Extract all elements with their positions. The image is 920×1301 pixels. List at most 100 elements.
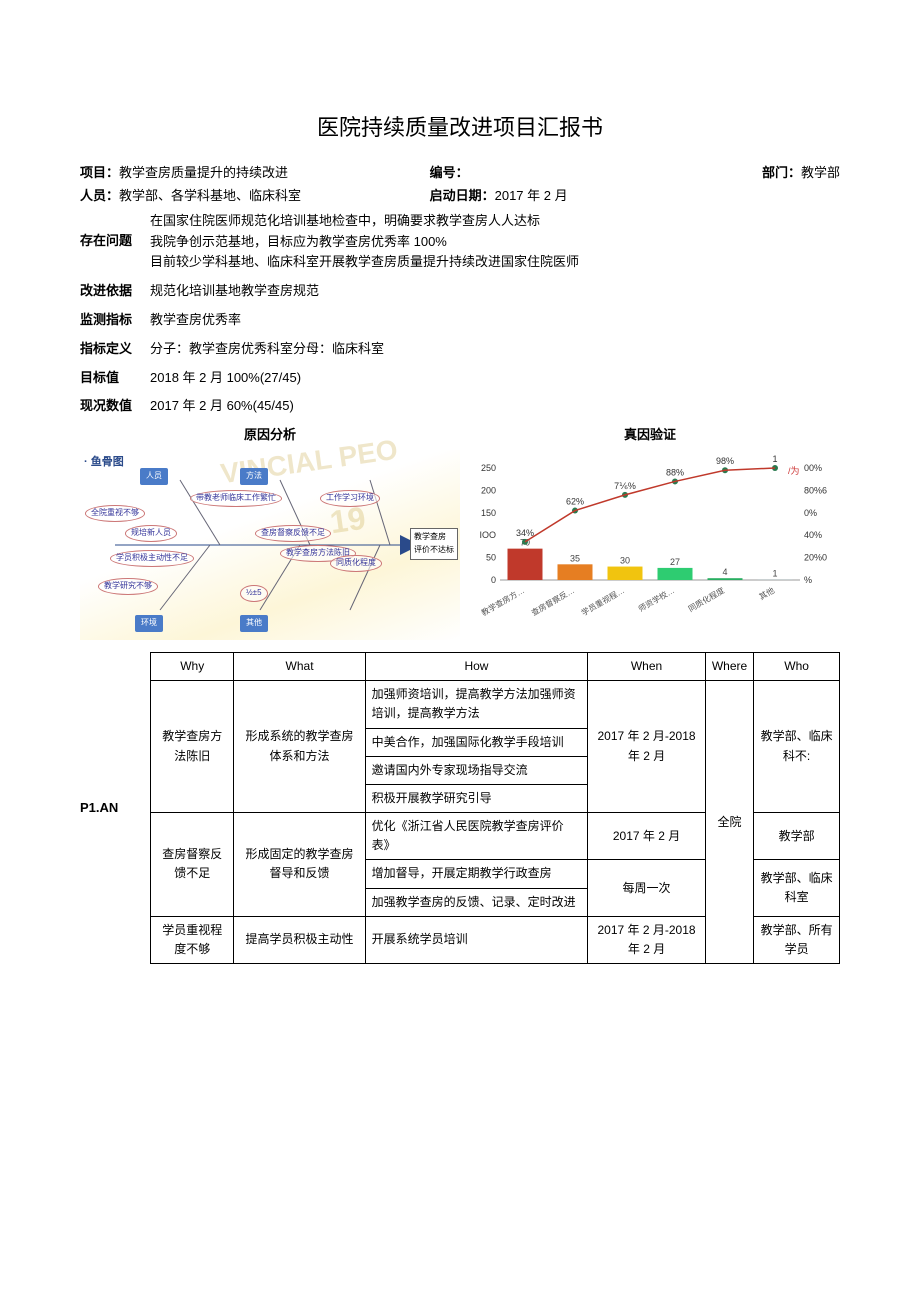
svg-text:4: 4: [722, 567, 727, 577]
svg-text:教学查房方…: 教学查房方…: [479, 585, 526, 618]
plan-section: P1.AN WhyWhatHowWhenWhereWho 教学查房方法陈旧 形成…: [80, 652, 840, 964]
svg-text:20%0: 20%0: [804, 553, 827, 563]
fishbone-cause: 规培新人员: [125, 525, 177, 542]
dept-label: 部门：: [762, 163, 801, 184]
problem-line: 目前较少学科基地、临床科室开展教学查房质量提升持续改进国家住院医师: [150, 252, 840, 273]
plan-when: 2017 年 2 月: [588, 813, 706, 860]
problem-line: 我院争创示范基地，目标应为教学查房优秀率 100%: [150, 232, 840, 253]
definition-content: 分子：教学查房优秀科室分母：临床科室: [150, 339, 840, 360]
plan-header: What: [234, 652, 365, 680]
fishbone-diagram: · 鱼骨图VINCIAL PEO19人员方法环境其他教学查房评价不达标全院重视不…: [80, 450, 460, 640]
plan-how: 加强师资培训，提高教学方法加强师资培训，提高教学方法: [365, 681, 588, 728]
definition-label: 指标定义: [80, 339, 150, 360]
fishbone-effect: 教学查房评价不达标: [410, 528, 458, 560]
svg-text:查房督察反…: 查房督察反…: [529, 585, 576, 618]
pareto-chart: 050IOO150200250%20%040%0%80%600%70353027…: [460, 450, 840, 640]
fishbone-cause: 同质化程度: [330, 555, 382, 572]
plan-header: Who: [754, 652, 840, 680]
svg-text:40%: 40%: [804, 530, 822, 540]
plan-who: 教学部: [754, 813, 840, 860]
plan-who: 教学部、临床科室: [754, 860, 840, 916]
target-label: 目标值: [80, 368, 150, 389]
plan-how: 开展系统学员培训: [365, 916, 588, 963]
svg-text:%: %: [804, 575, 812, 585]
fishbone-cause: 带教老师临床工作繁忙: [190, 490, 282, 507]
problem-content: 在国家住院医师规范化培训基地检查中，明确要求教学查房人人达标 我院争创示范基地，…: [150, 211, 840, 273]
svg-text:30: 30: [620, 556, 630, 566]
staff-value: 教学部、各学科基地、临床科室: [119, 186, 301, 207]
project-value: 教学查房质量提升的持续改进: [119, 163, 288, 184]
plan-how: 邀请国内外专家现场指导交流: [365, 756, 588, 784]
target-content: 2018 年 2 月 100%(27/45): [150, 368, 840, 389]
plan-why: 教学查房方法陈旧: [151, 681, 234, 813]
plan-where: 全院: [705, 681, 753, 964]
basis-label: 改进依据: [80, 281, 150, 302]
fishbone-category: 方法: [240, 468, 268, 485]
start-label: 启动日期：: [430, 186, 495, 207]
problem-label: 存在问题: [80, 211, 150, 252]
header-row-2: 人员：教学部、各学科基地、临床科室 启动日期：2017 年 2 月: [80, 186, 840, 207]
svg-text:7⅙%: 7⅙%: [614, 481, 636, 491]
plan-who: 教学部、临床科不:: [754, 681, 840, 813]
basis-content: 规范化培训基地教学查房规范: [150, 281, 840, 302]
svg-text:250: 250: [481, 463, 496, 473]
svg-text:35: 35: [570, 553, 580, 563]
fishbone-cause: 全院重视不够: [85, 505, 145, 522]
fishbone-cause: 查房督察反馈不足: [255, 525, 331, 542]
svg-text:其他: 其他: [757, 585, 776, 602]
pareto-title: 真因验证: [460, 425, 840, 446]
project-label: 项目：: [80, 163, 119, 184]
plan-who: 教学部、所有学员: [754, 916, 840, 963]
svg-text:00%: 00%: [804, 463, 822, 473]
fishbone-cause: 学员积极主动性不足: [110, 550, 194, 567]
fishbone-category: 其他: [240, 615, 268, 632]
dept-value: 教学部: [801, 163, 840, 184]
fishbone-title: 原因分析: [80, 425, 460, 446]
svg-text:150: 150: [481, 508, 496, 518]
svg-text:/为: /为: [788, 465, 800, 476]
fishbone-cause: 教学研究不够: [98, 578, 158, 595]
plan-how: 加强教学查房的反馈、记录、定时改进: [365, 888, 588, 916]
svg-text:88%: 88%: [666, 467, 684, 477]
number-label: 编号：: [430, 163, 469, 184]
plan-header: When: [588, 652, 706, 680]
plan-label: P1.AN: [80, 798, 150, 819]
charts-section: 原因分析 · 鱼骨图VINCIAL PEO19人员方法环境其他教学查房评价不达标…: [80, 425, 840, 640]
plan-why: 查房督察反馈不足: [151, 813, 234, 917]
plan-how: 积极开展教学研究引导: [365, 784, 588, 812]
svg-text:同质化程度: 同质化程度: [686, 585, 726, 614]
fishbone-cause: 工作学习环境: [320, 490, 380, 507]
plan-how: 优化《浙江省人民医院教学查房评价表》: [365, 813, 588, 860]
plan-why: 学员重视程度不够: [151, 916, 234, 963]
svg-text:27: 27: [670, 557, 680, 567]
svg-text:62%: 62%: [566, 497, 584, 507]
fishbone-category: 人员: [140, 468, 168, 485]
svg-text:80%6: 80%6: [804, 485, 827, 495]
staff-label: 人员：: [80, 186, 119, 207]
svg-text:34%: 34%: [516, 528, 534, 538]
plan-how: 中美合作，加强国际化教学手段培训: [365, 728, 588, 756]
svg-text:学员重视程…: 学员重视程…: [579, 585, 626, 618]
page-title: 医院持续质量改进项目汇报书: [80, 110, 840, 145]
metric-content: 教学查房优秀率: [150, 310, 840, 331]
fishbone-cause: ½±5: [240, 585, 268, 602]
fishbone-category: 环境: [135, 615, 163, 632]
metric-label: 监测指标: [80, 310, 150, 331]
svg-text:50: 50: [486, 553, 496, 563]
plan-what: 形成系统的教学查房体系和方法: [234, 681, 365, 813]
start-value: 2017 年 2 月: [495, 186, 568, 207]
plan-what: 形成固定的教学查房督导和反馈: [234, 813, 365, 917]
plan-table: WhyWhatHowWhenWhereWho 教学查房方法陈旧 形成系统的教学查…: [150, 652, 840, 964]
plan-how: 增加督导，开展定期教学行政查房: [365, 860, 588, 888]
current-content: 2017 年 2 月 60%(45/45): [150, 396, 840, 417]
plan-header: Why: [151, 652, 234, 680]
svg-text:0%: 0%: [804, 508, 817, 518]
svg-text:200: 200: [481, 485, 496, 495]
plan-header: How: [365, 652, 588, 680]
plan-when: 2017 年 2 月-2018 年 2 月: [588, 916, 706, 963]
svg-text:1: 1: [772, 454, 777, 464]
svg-text:师资学校…: 师资学校…: [636, 585, 676, 614]
svg-text:0: 0: [491, 575, 496, 585]
svg-text:IOO: IOO: [479, 530, 496, 540]
plan-when: 2017 年 2 月-2018 年 2 月: [588, 681, 706, 813]
